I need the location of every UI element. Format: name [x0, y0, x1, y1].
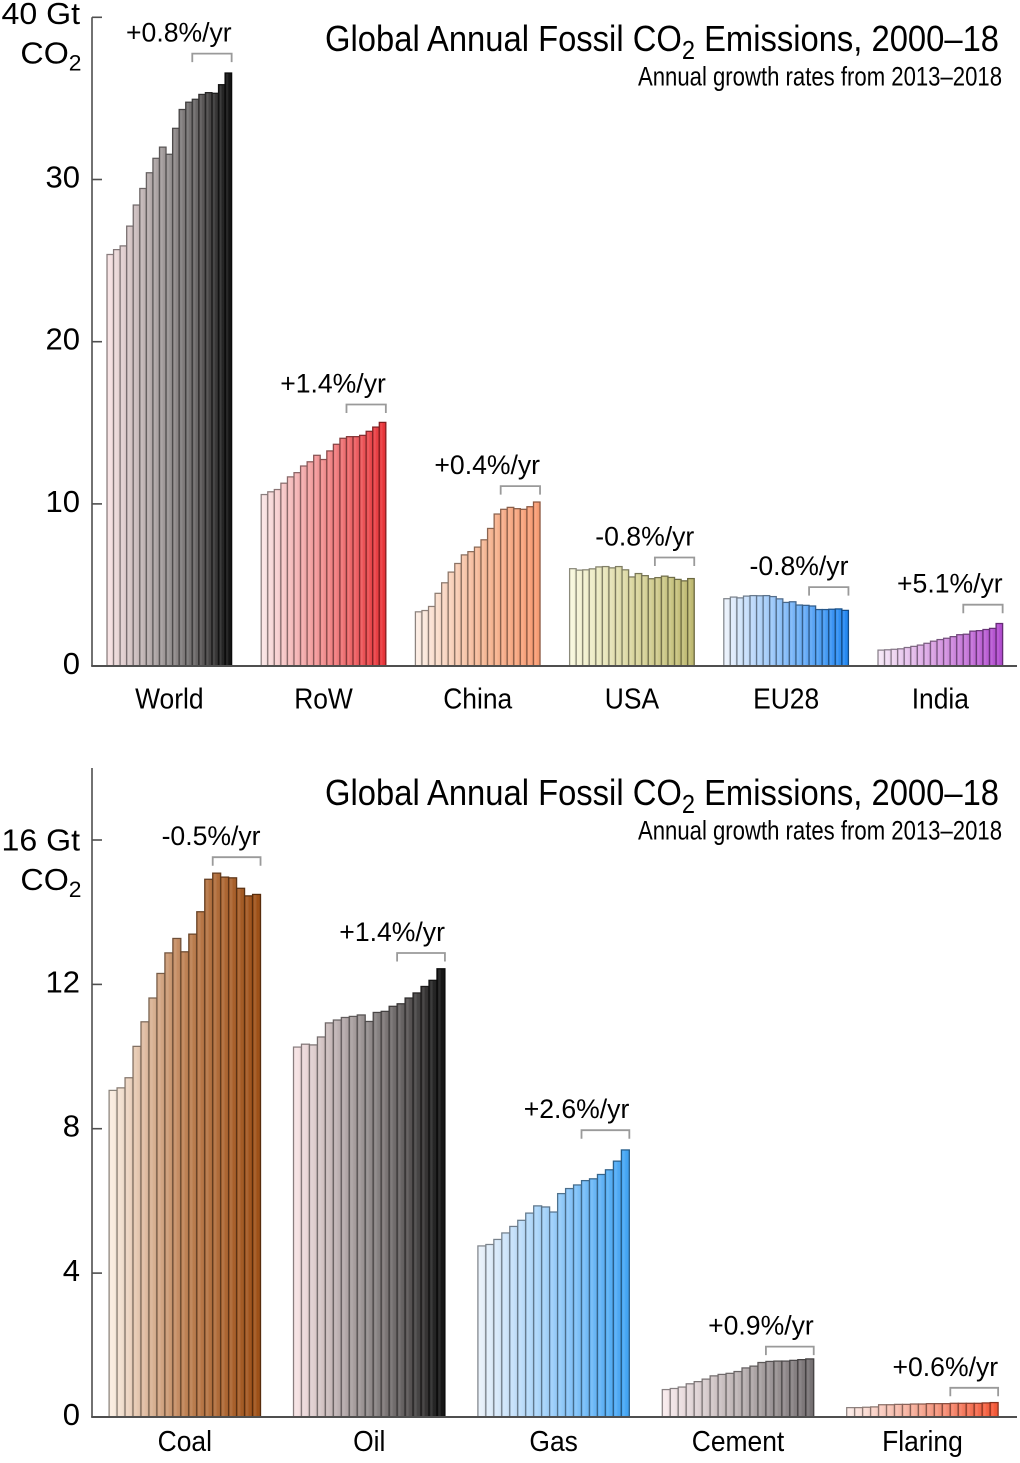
svg-text:+0.9%/yr: +0.9%/yr	[708, 1310, 814, 1340]
svg-text:Gas: Gas	[529, 1425, 577, 1457]
svg-text:World: World	[135, 682, 203, 714]
svg-text:-0.5%/yr: -0.5%/yr	[162, 821, 261, 851]
svg-text:EU28: EU28	[753, 682, 819, 714]
svg-text:Cement: Cement	[692, 1425, 785, 1457]
svg-text:Oil: Oil	[353, 1425, 385, 1457]
svg-text:40 Gt: 40 Gt	[2, 0, 81, 31]
svg-text:Flaring: Flaring	[882, 1425, 963, 1457]
svg-text:20: 20	[46, 322, 80, 357]
svg-text:-0.8%/yr: -0.8%/yr	[595, 521, 694, 551]
svg-text:+2.6%/yr: +2.6%/yr	[524, 1094, 630, 1124]
svg-text:CO2: CO2	[20, 862, 81, 902]
svg-text:Global Annual Fossil CO2 Emiss: Global Annual Fossil CO2 Emissions, 2000…	[325, 20, 999, 66]
svg-text:+5.1%/yr: +5.1%/yr	[897, 569, 1003, 599]
svg-text:Annual growth rates from 2013–: Annual growth rates from 2013–2018	[638, 817, 1002, 846]
svg-text:+1.4%/yr: +1.4%/yr	[280, 368, 386, 398]
svg-text:RoW: RoW	[294, 682, 353, 714]
svg-text:+0.4%/yr: +0.4%/yr	[434, 450, 540, 480]
svg-text:USA: USA	[605, 682, 660, 714]
svg-text:Annual growth rates from 2013–: Annual growth rates from 2013–2018	[638, 63, 1002, 92]
svg-text:+0.6%/yr: +0.6%/yr	[892, 1352, 998, 1382]
svg-text:0: 0	[63, 646, 80, 681]
svg-text:30: 30	[46, 160, 80, 195]
svg-text:China: China	[443, 682, 513, 714]
svg-text:0: 0	[63, 1397, 80, 1432]
svg-text:+0.8%/yr: +0.8%/yr	[126, 17, 232, 47]
svg-text:-0.8%/yr: -0.8%/yr	[749, 551, 848, 581]
svg-text:12: 12	[46, 964, 80, 999]
svg-text:Global Annual Fossil CO2 Emiss: Global Annual Fossil CO2 Emissions, 2000…	[325, 774, 999, 820]
svg-text:Coal: Coal	[158, 1425, 212, 1457]
svg-text:4: 4	[63, 1253, 80, 1288]
svg-text:16 Gt: 16 Gt	[2, 823, 81, 858]
svg-text:India: India	[912, 682, 970, 714]
svg-text:8: 8	[63, 1109, 80, 1144]
svg-text:+1.4%/yr: +1.4%/yr	[339, 917, 445, 947]
svg-text:10: 10	[46, 484, 80, 519]
